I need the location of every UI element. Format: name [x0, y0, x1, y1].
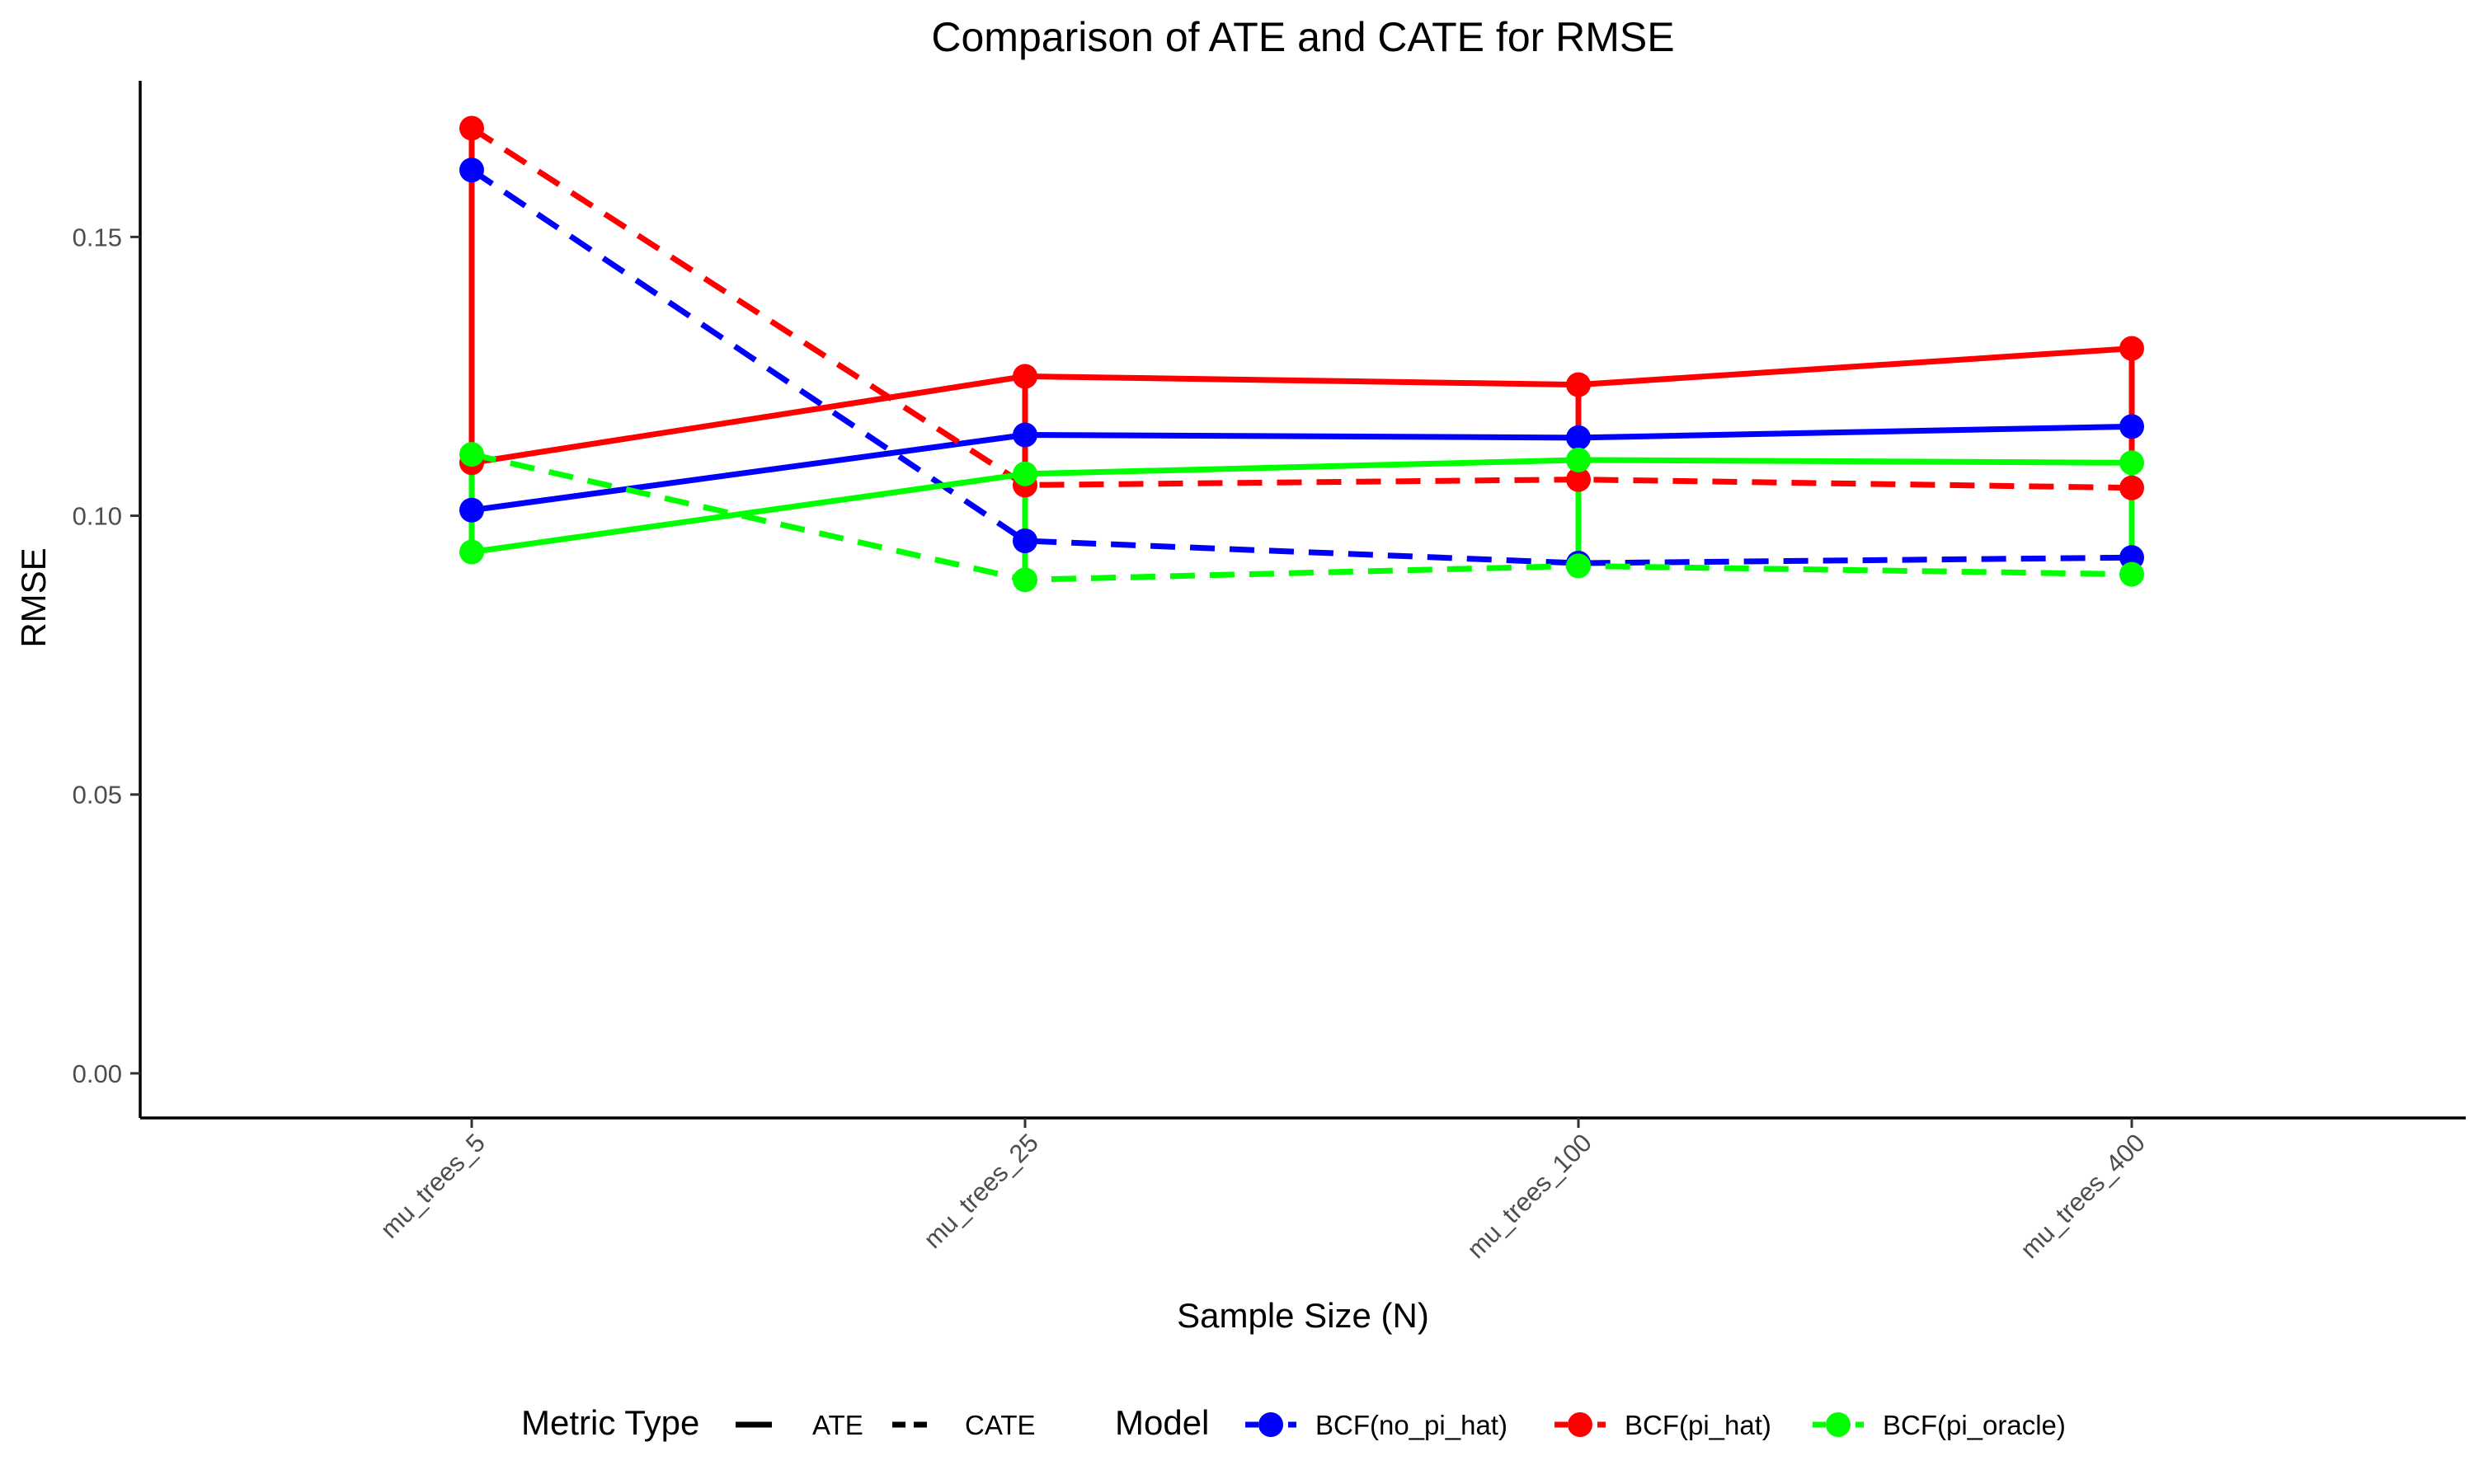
chart-title: Comparison of ATE and CATE for RMSE [931, 14, 1674, 60]
data-point-bcf-pi-oracle-cate [459, 442, 484, 467]
series-line-bcf-pi-oracle-cate [471, 451, 2133, 583]
data-point-bcf-no-pi-hat-ate [459, 497, 484, 523]
series-line-bcf-no-pi-hat-cate [470, 167, 2133, 566]
data-point-bcf-pi-oracle-ate [459, 539, 484, 565]
y-tick-label: 0.10 [73, 502, 122, 531]
data-point-bcf-no-pi-hat-ate [1566, 425, 1591, 450]
legend-key-point-bcf-no-pi-hat [1258, 1412, 1283, 1437]
series-line-bcf-no-pi-hat-ate [471, 423, 2133, 514]
x-tick-label: mu_trees_100 [1461, 1128, 1597, 1264]
x-tick-label: mu_trees_400 [2015, 1128, 2151, 1264]
data-point-bcf-pi-hat-ate [1013, 364, 1037, 389]
data-point-bcf-pi-oracle-cate [1013, 567, 1037, 593]
data-point-bcf-pi-hat-cate [459, 115, 484, 141]
x-tick-label: mu_trees_25 [918, 1128, 1044, 1254]
series-lines [470, 125, 2133, 583]
legend-label-bcf-pi-oracle: BCF(pi_oracle) [1883, 1410, 2066, 1440]
data-point-bcf-pi-hat-cate [1566, 467, 1591, 492]
series-line-bcf-pi-oracle-ate [471, 457, 2133, 555]
data-point-bcf-pi-oracle-ate [2119, 450, 2144, 476]
legend-title-metric-type: Metric Type [521, 1403, 699, 1442]
data-point-bcf-no-pi-hat-cate [1013, 528, 1037, 553]
data-point-bcf-no-pi-hat-ate [2119, 414, 2144, 439]
legend-key-point-bcf-pi-oracle [1826, 1412, 1851, 1437]
legend-title-model: Model [1115, 1403, 1209, 1442]
y-tick-label: 0.05 [73, 781, 122, 810]
y-tick-label: 0.00 [73, 1059, 122, 1088]
plot-area [459, 115, 2144, 593]
series-line-bcf-pi-hat-cate [470, 125, 2133, 491]
legend-key-point-bcf-pi-hat [1568, 1412, 1592, 1437]
y-axis-label: RMSE [14, 547, 53, 647]
axes: 0.00 0.05 0.10 0.15 mu_trees_5 mu_trees_25 mu_… [73, 81, 2466, 1264]
legend: Metric Type Model ATE CATE BCF(no_pi_hat) B… [521, 1403, 2066, 1442]
data-point-bcf-no-pi-hat-cate [459, 157, 484, 183]
legend-label-ate: ATE [812, 1410, 863, 1440]
x-tick-label: mu_trees_5 [374, 1128, 491, 1244]
x-axis-label: Sample Size (N) [1177, 1296, 1429, 1335]
legend-label-cate: CATE [965, 1410, 1036, 1440]
data-point-bcf-pi-hat-ate [1566, 372, 1591, 397]
data-point-bcf-pi-oracle-ate [1566, 447, 1591, 472]
series-points [459, 115, 2144, 593]
data-point-bcf-pi-hat-ate [2119, 336, 2144, 361]
data-point-bcf-pi-oracle-ate [1013, 461, 1037, 486]
legend-label-bcf-no-pi-hat: BCF(no_pi_hat) [1315, 1410, 1507, 1440]
series-line-bcf-pi-hat-ate [471, 345, 2133, 466]
legend-label-bcf-pi-hat: BCF(pi_hat) [1625, 1410, 1771, 1440]
data-point-bcf-pi-oracle-cate [2119, 561, 2144, 587]
data-point-bcf-pi-hat-cate [2119, 475, 2144, 500]
y-tick-label: 0.15 [73, 223, 122, 251]
data-point-bcf-no-pi-hat-ate [1013, 422, 1037, 448]
data-point-bcf-pi-oracle-cate [1566, 553, 1591, 579]
